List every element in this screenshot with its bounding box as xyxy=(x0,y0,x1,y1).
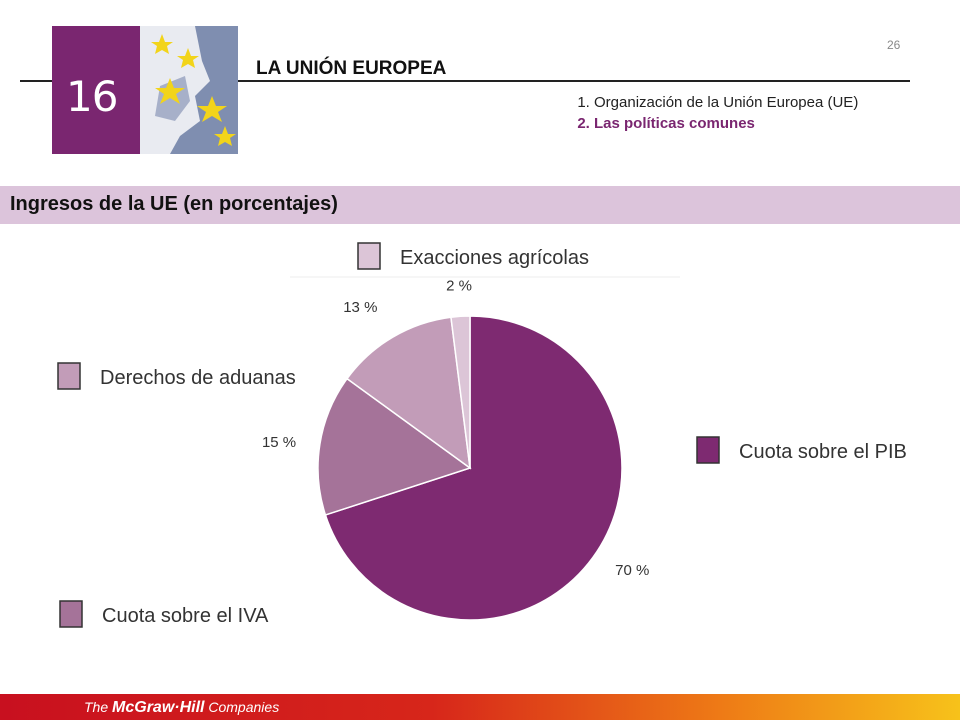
unit-badge xyxy=(52,26,140,154)
pie-value-label: 13 % xyxy=(343,299,377,316)
logo-prefix: The xyxy=(84,699,113,715)
legend-swatch xyxy=(59,600,83,628)
chapter-title: LA UNIÓN EUROPEA xyxy=(256,58,447,79)
pie-slice-aduanas xyxy=(345,316,471,470)
logo-brand: McGraw·Hill xyxy=(112,699,205,716)
legend-swatch xyxy=(57,362,81,390)
legend-label: Cuota sobre el IVA xyxy=(102,605,269,627)
publisher-logo: The McGraw·Hill Companies xyxy=(84,699,279,717)
legend-label: Derechos de aduanas xyxy=(100,367,296,389)
logo-suffix: Companies xyxy=(204,699,280,715)
pie-value-label: 15 % xyxy=(262,434,296,451)
pie-slice-iva xyxy=(317,377,472,516)
legend-label: Cuota sobre el PIB xyxy=(739,441,907,463)
page-number: 26 xyxy=(887,38,901,52)
legend-swatch xyxy=(357,242,381,270)
outline-list: Organización de la Unión Europea (UE)Las… xyxy=(560,92,890,134)
revenue-pie-chart: 70 % 15 % 13 % 2 % Cuota sobre el PIB Cuota s… xyxy=(57,242,907,628)
footer-bar xyxy=(0,694,960,720)
pie-value-label: 2 % xyxy=(446,277,472,294)
outline-item: Organización de la Unión Europea (UE) xyxy=(594,92,890,113)
pie-slice-pib xyxy=(324,315,623,621)
legend-label: Exacciones agrícolas xyxy=(400,247,589,269)
topic-outline: Organización de la Unión Europea (UE)Las… xyxy=(560,92,890,134)
unit-number: 16 xyxy=(66,72,118,121)
pie-value-label: 70 % xyxy=(615,562,649,579)
section-title: Ingresos de la UE (en porcentajes) xyxy=(10,193,338,215)
pie-slice-agricolas xyxy=(450,315,471,469)
section-band xyxy=(0,186,960,224)
header-rule xyxy=(20,80,910,82)
legend-swatch xyxy=(696,436,720,464)
outline-item: Las políticas comunes xyxy=(594,113,890,134)
eu-stars-map-image xyxy=(140,26,238,154)
